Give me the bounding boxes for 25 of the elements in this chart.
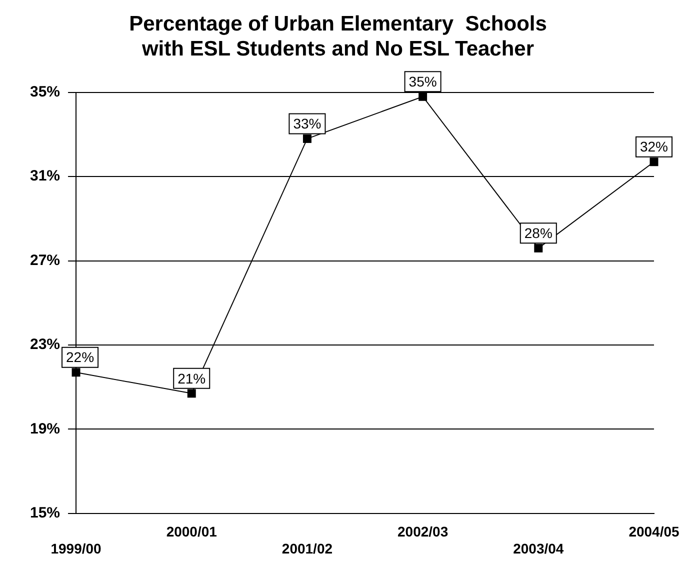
chart-title: Percentage of Urban Elementary Schools with ESL Students and No ESL Teacher [129, 12, 547, 61]
x-tick-label: 2002/03 [398, 524, 448, 540]
x-tick-label: 2001/02 [282, 540, 333, 556]
point [187, 389, 196, 398]
y-tick-label: 19% [30, 420, 60, 438]
data-label: 21% [178, 370, 206, 386]
data-label: 32% [640, 138, 668, 155]
data-label: 35% [408, 73, 437, 90]
y-tick-label: 23% [30, 336, 60, 354]
x-tick-label: 2004/05 [628, 524, 680, 540]
point [650, 158, 658, 166]
x-tick-label: 2000/01 [166, 524, 218, 540]
y-tick-label: 15% [30, 504, 60, 522]
y-tick-label: 35% [30, 84, 60, 101]
x-tick-label: 2003/04 [513, 540, 564, 556]
point [72, 368, 80, 377]
x-tick-label: 1999/00 [50, 540, 102, 556]
y-tick-label: 31% [30, 168, 60, 185]
point [534, 244, 543, 252]
point [302, 134, 312, 143]
point [418, 92, 428, 101]
data-label: 33% [293, 116, 322, 132]
data-label: 28% [524, 225, 552, 242]
y-tick-label: 27% [30, 252, 60, 269]
data-label: 22% [66, 349, 94, 366]
